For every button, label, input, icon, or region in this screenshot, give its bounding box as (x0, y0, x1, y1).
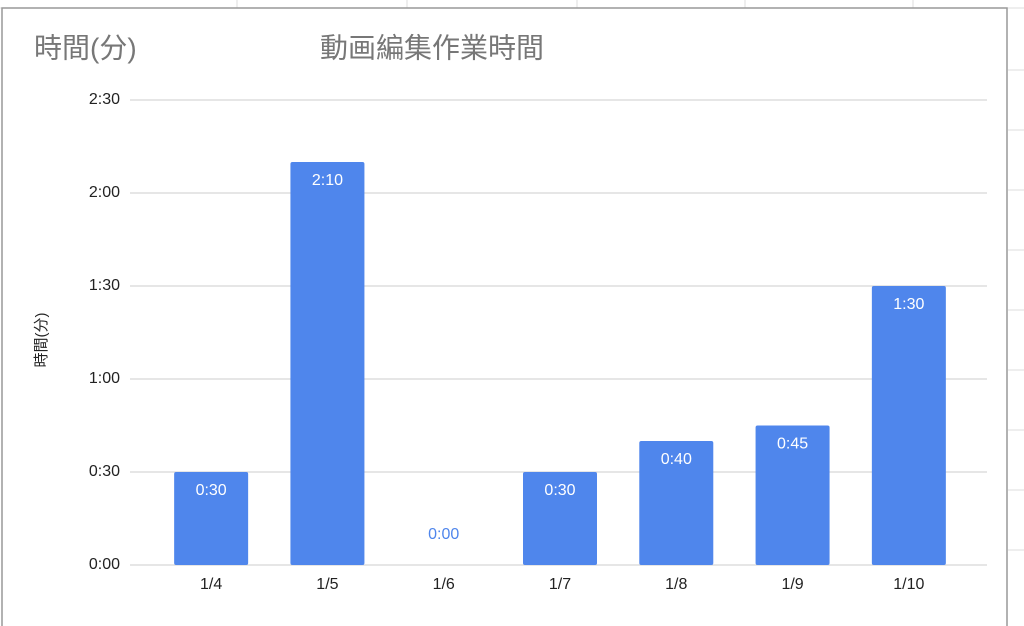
y-tick-label: 2:30 (89, 91, 120, 108)
x-tick-label: 1/10 (893, 576, 924, 593)
y-tick-label: 1:30 (89, 277, 120, 294)
x-tick-label: 1/6 (433, 576, 455, 593)
data-label: 0:40 (661, 451, 692, 468)
bar (755, 425, 830, 565)
y-tick-label: 0:00 (89, 556, 120, 573)
bar (523, 472, 597, 565)
bar (290, 162, 365, 565)
y-tick-label: 2:00 (89, 184, 120, 201)
x-tick-label: 1/9 (781, 576, 803, 593)
bar (871, 286, 946, 565)
data-label: 0:30 (544, 482, 575, 499)
data-label: 0:45 (777, 436, 808, 453)
y-tick-label: 0:30 (89, 463, 120, 480)
y-axis-label: 時間(分) (33, 313, 50, 368)
data-label: 0:30 (196, 482, 227, 499)
y-tick-label: 1:00 (89, 370, 120, 387)
bar (174, 472, 249, 565)
data-label: 2:10 (312, 172, 343, 189)
data-label: 1:30 (893, 296, 924, 313)
chart-frame (1, 7, 1008, 626)
chart-title: 動画編集作業時間 (320, 32, 544, 63)
x-tick-label: 1/4 (200, 576, 222, 593)
x-tick-label: 1/7 (549, 576, 571, 593)
chart-subtitle: 時間(分) (34, 32, 137, 63)
x-tick-label: 1/8 (665, 576, 687, 593)
data-label: 0:00 (428, 526, 459, 543)
x-tick-label: 1/5 (316, 576, 338, 593)
bar (639, 441, 714, 565)
